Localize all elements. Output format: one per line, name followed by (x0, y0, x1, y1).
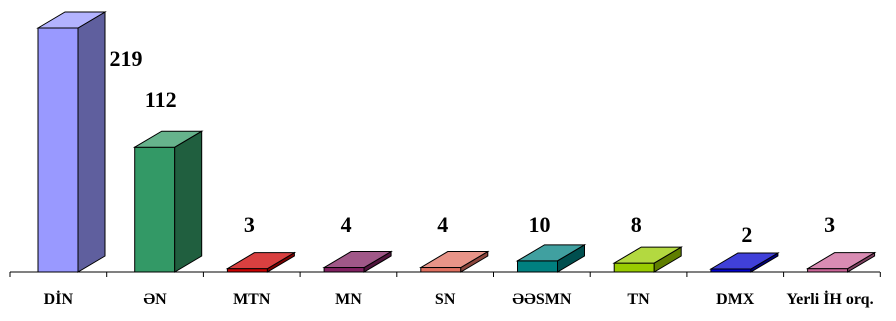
bar-1 (36, 11, 107, 273)
bar-side (77, 11, 106, 273)
bar-front (323, 267, 365, 273)
bar-top (322, 251, 393, 269)
bar-front (37, 27, 79, 273)
category-label: DİN (44, 289, 74, 308)
value-label: 3 (824, 212, 835, 237)
bar-top (612, 246, 684, 264)
bar-front (226, 268, 268, 273)
bar-top (36, 11, 107, 29)
bar-front (517, 260, 558, 273)
bar-7 (612, 246, 684, 273)
bar-5 (418, 250, 490, 273)
bar-6 (515, 243, 587, 273)
category-label: ƏƏSMN (512, 291, 572, 308)
bar-side (174, 130, 203, 273)
value-label: 112 (145, 87, 177, 112)
category-label: Yerli İH orq. (786, 289, 873, 308)
bar-top (418, 251, 490, 269)
category-label: TN (627, 291, 650, 308)
bar-front (613, 262, 655, 273)
category-label: SN (435, 291, 456, 308)
bar-3 (225, 251, 297, 273)
bar-front (807, 268, 849, 273)
bar-front (420, 267, 462, 273)
value-label: 219 (110, 46, 143, 71)
bar-top (805, 252, 877, 270)
bars-group (36, 11, 877, 273)
category-label: MN (335, 291, 362, 308)
value-label: 8 (631, 212, 642, 237)
bar-9 (805, 251, 877, 273)
value-label: 3 (244, 212, 255, 237)
x-axis-ticks (9, 272, 881, 277)
bar-4 (322, 250, 393, 273)
value-label: 2 (741, 222, 752, 247)
value-label: 10 (529, 212, 551, 237)
bar-top (225, 252, 297, 270)
category-label: ƏN (143, 291, 167, 308)
bar-top (132, 130, 204, 148)
category-label: MTN (233, 291, 271, 308)
category-labels-group: DİN ƏN MTN MN SN ƏƏSMN TN DMX Yerli İH orq. (44, 289, 874, 308)
bar-8 (709, 252, 780, 273)
value-label: 4 (341, 212, 352, 237)
category-label: DMX (716, 291, 755, 308)
bar-front (134, 146, 176, 273)
bar-top (515, 244, 587, 262)
value-label: 4 (437, 212, 448, 237)
bar-2 (132, 130, 204, 273)
bar-top (709, 252, 780, 270)
